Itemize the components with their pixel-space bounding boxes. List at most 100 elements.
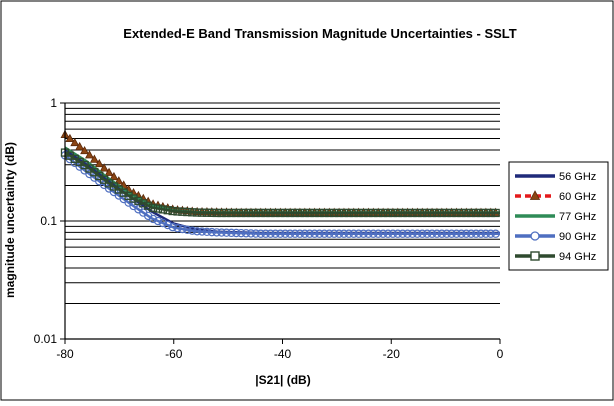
data-point xyxy=(427,229,437,238)
data-point xyxy=(305,208,314,218)
data-point xyxy=(256,229,265,238)
data-point xyxy=(241,229,251,238)
data-point xyxy=(403,229,412,238)
data-point xyxy=(94,158,104,168)
y-axis-label: magnitude uncertainty (dB) xyxy=(3,142,17,298)
data-point xyxy=(329,229,339,238)
data-point xyxy=(80,145,90,155)
data-point xyxy=(418,208,427,218)
data-point xyxy=(398,208,407,218)
data-point xyxy=(359,229,368,238)
data-point xyxy=(183,207,192,217)
data-point xyxy=(241,208,251,218)
data-point xyxy=(300,229,309,238)
data-point xyxy=(462,208,471,218)
data-point xyxy=(158,205,168,214)
series-layer xyxy=(60,129,501,238)
data-point xyxy=(447,208,456,218)
data-point xyxy=(354,208,363,218)
data-point xyxy=(256,208,265,218)
data-point xyxy=(266,229,275,238)
data-point xyxy=(114,176,124,185)
data-point xyxy=(168,206,177,216)
data-point xyxy=(437,208,446,218)
data-point xyxy=(466,229,476,238)
data-point xyxy=(310,229,319,238)
data-point xyxy=(422,229,432,238)
data-point xyxy=(246,229,256,238)
data-point xyxy=(178,207,187,216)
data-point xyxy=(334,208,344,218)
data-point xyxy=(491,229,500,238)
data-point xyxy=(383,208,393,218)
data-point xyxy=(369,208,378,218)
data-point xyxy=(320,208,329,218)
data-point xyxy=(271,229,280,238)
data-point xyxy=(486,208,495,218)
legend-label: 90 GHz xyxy=(559,231,596,243)
data-point xyxy=(183,225,192,235)
data-point xyxy=(462,229,471,238)
data-point xyxy=(310,208,319,218)
data-point xyxy=(364,229,373,238)
data-point xyxy=(266,208,275,218)
data-point xyxy=(153,216,163,226)
x-tick-label: 0 xyxy=(497,347,504,361)
data-point xyxy=(359,208,368,218)
data-point xyxy=(99,163,109,172)
data-point xyxy=(89,154,99,163)
data-point xyxy=(388,208,398,218)
chart-title: Extended-E Band Transmission Magnitude U… xyxy=(123,26,516,41)
data-point xyxy=(432,229,442,238)
data-point xyxy=(383,229,393,238)
data-point xyxy=(148,214,158,224)
data-point xyxy=(413,208,422,218)
data-point xyxy=(408,208,417,218)
data-point xyxy=(418,229,427,238)
data-point xyxy=(349,229,358,238)
data-point xyxy=(315,208,324,218)
data-point xyxy=(281,229,290,238)
data-point xyxy=(290,229,300,238)
data-point xyxy=(158,218,168,228)
data-point xyxy=(471,229,481,238)
data-point xyxy=(344,229,354,238)
data-point xyxy=(344,208,353,218)
data-point xyxy=(334,229,344,238)
data-point xyxy=(374,229,383,238)
legend-marker xyxy=(530,231,540,241)
legend-item: 77 GHz xyxy=(515,211,596,223)
data-point xyxy=(251,208,261,218)
data-point xyxy=(236,228,246,238)
data-point xyxy=(285,229,295,238)
gridlines xyxy=(65,102,500,340)
y-tick-label: 1 xyxy=(50,96,57,110)
data-point xyxy=(354,229,363,238)
data-point xyxy=(129,194,138,203)
data-point xyxy=(217,228,226,237)
data-point xyxy=(486,229,495,238)
data-point xyxy=(192,208,202,217)
data-point xyxy=(437,229,447,238)
data-point xyxy=(471,208,481,218)
data-point xyxy=(207,208,216,217)
data-point xyxy=(188,226,197,235)
data-point xyxy=(261,229,270,238)
data-point xyxy=(481,208,491,218)
data-point xyxy=(403,208,412,218)
data-point xyxy=(320,229,329,238)
x-tick-label: -20 xyxy=(383,347,401,361)
legend-label: 94 GHz xyxy=(559,251,596,263)
data-point xyxy=(168,222,177,232)
data-point xyxy=(476,229,486,238)
data-point xyxy=(285,208,295,218)
data-point xyxy=(197,208,207,217)
data-point xyxy=(70,137,80,147)
x-tick-label: -60 xyxy=(165,347,183,361)
data-point xyxy=(261,208,270,218)
axes: -80 -60 -40 -20 0 0.01 0.1 1 xyxy=(34,96,504,361)
data-point xyxy=(276,208,285,218)
data-point xyxy=(227,228,236,238)
data-point xyxy=(222,208,231,218)
